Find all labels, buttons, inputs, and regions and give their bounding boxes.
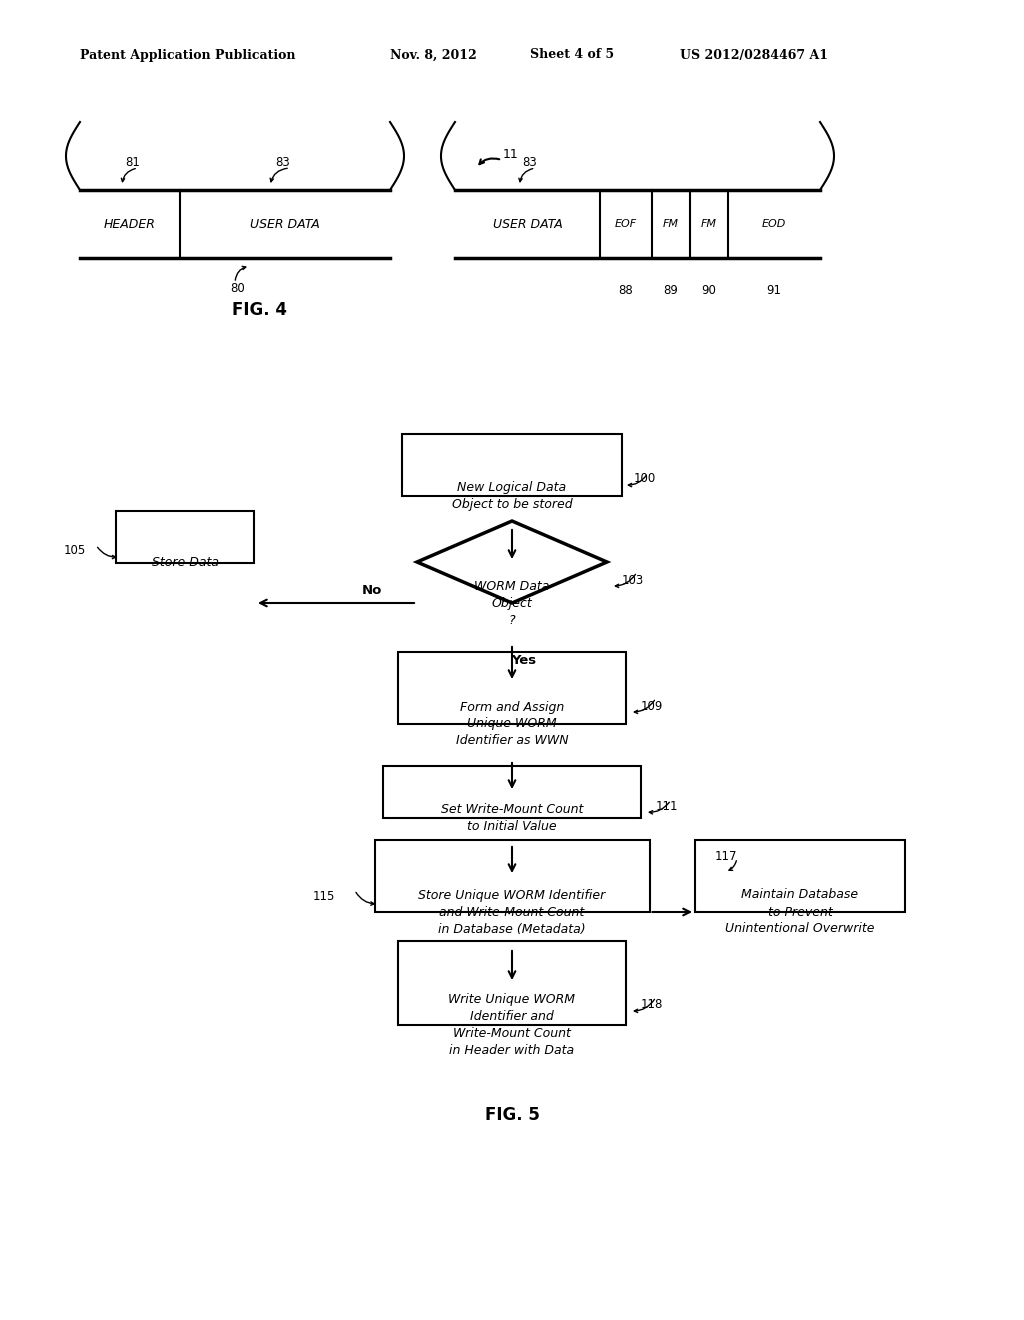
Text: HEADER: HEADER [104,218,156,231]
Text: 83: 83 [275,156,290,169]
Text: 91: 91 [766,284,781,297]
Text: 88: 88 [618,284,633,297]
Text: 117: 117 [715,850,737,862]
Text: 81: 81 [125,156,140,169]
Text: Store Data: Store Data [152,557,218,569]
Text: EOF: EOF [615,219,637,228]
Polygon shape [417,521,607,603]
Text: FIG. 5: FIG. 5 [484,1106,540,1125]
Text: 115: 115 [312,890,335,903]
Text: 11: 11 [503,149,519,161]
Text: 89: 89 [663,284,678,297]
Text: 109: 109 [641,700,664,713]
Text: Set Write-Mount Count
to Initial Value: Set Write-Mount Count to Initial Value [440,803,584,833]
Bar [398,652,626,723]
Text: Form and Assign
Unique WORM
Identifier as WWN: Form and Assign Unique WORM Identifier a… [456,701,568,747]
Text: Nov. 8, 2012: Nov. 8, 2012 [390,49,477,62]
Text: 83: 83 [522,156,538,169]
Text: No: No [361,585,382,598]
Bar [398,941,626,1026]
Text: 105: 105 [63,544,86,557]
Text: 118: 118 [641,998,664,1011]
Text: FM: FM [701,219,717,228]
Text: WORM Data
Object
?: WORM Data Object ? [474,579,550,627]
Text: 103: 103 [622,573,644,586]
Text: Write Unique WORM
Identifier and
Write-Mount Count
in Header with Data: Write Unique WORM Identifier and Write-M… [449,993,575,1057]
Text: USER DATA: USER DATA [250,218,319,231]
Text: US 2012/0284467 A1: US 2012/0284467 A1 [680,49,828,62]
Bar [116,511,254,564]
Text: EOD: EOD [762,219,786,228]
Text: 80: 80 [230,281,245,294]
Text: 100: 100 [634,473,656,486]
Text: Patent Application Publication: Patent Application Publication [80,49,296,62]
Text: 111: 111 [656,800,679,813]
Text: FM: FM [663,219,679,228]
Text: USER DATA: USER DATA [493,218,562,231]
Text: Yes: Yes [511,653,537,667]
Text: Store Unique WORM Identifier
and Write-Mount Count
in Database (Metadata): Store Unique WORM Identifier and Write-M… [419,888,605,936]
Text: FIG. 4: FIG. 4 [232,301,288,319]
Bar [375,840,649,912]
Bar [695,840,905,912]
Bar [383,766,641,818]
Text: Maintain Database
to Prevent
Unintentional Overwrite: Maintain Database to Prevent Unintention… [725,888,874,936]
Text: New Logical Data
Object to be stored: New Logical Data Object to be stored [452,480,572,511]
Text: 90: 90 [701,284,716,297]
Text: Sheet 4 of 5: Sheet 4 of 5 [530,49,614,62]
Bar [402,434,622,496]
